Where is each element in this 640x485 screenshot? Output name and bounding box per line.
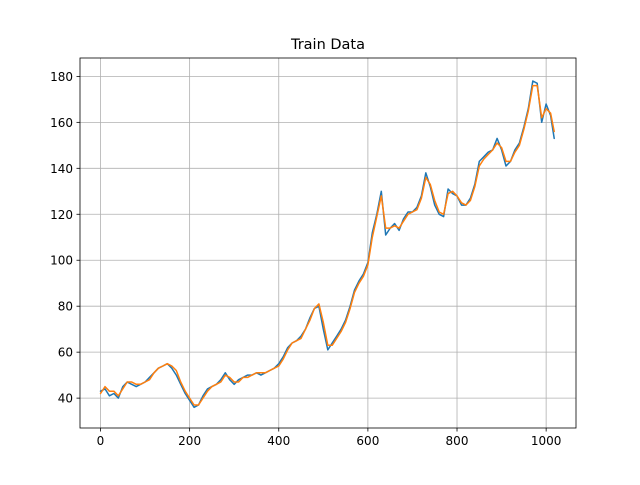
series-2-line: [99, 84, 555, 406]
y-tick-label: 160: [50, 116, 73, 130]
series-lines: [99, 80, 555, 409]
y-tick-label: 60: [58, 346, 73, 360]
x-tick-label: 1000: [531, 434, 562, 448]
x-tick-label: 600: [356, 434, 379, 448]
y-tick-label: 80: [58, 300, 73, 314]
series-1-line: [99, 80, 555, 409]
x-tick-label: 800: [446, 434, 469, 448]
x-tick-label: 0: [97, 434, 105, 448]
y-tick-label: 120: [50, 208, 73, 222]
axes-frame: [79, 57, 577, 429]
x-axis-ticks: 0 200 400 600 800 1000: [97, 428, 562, 448]
y-tick-label: 100: [50, 254, 73, 268]
grid-lines: [80, 58, 576, 428]
chart-title: Train Data: [290, 37, 365, 53]
x-tick-label: 200: [178, 434, 201, 448]
x-tick-label: 400: [267, 434, 290, 448]
y-tick-label: 180: [50, 70, 73, 84]
y-tick-label: 140: [50, 162, 73, 176]
y-tick-label: 40: [58, 392, 73, 406]
y-axis-ticks: 40 60 80 100 120 140 160 180: [50, 70, 80, 406]
